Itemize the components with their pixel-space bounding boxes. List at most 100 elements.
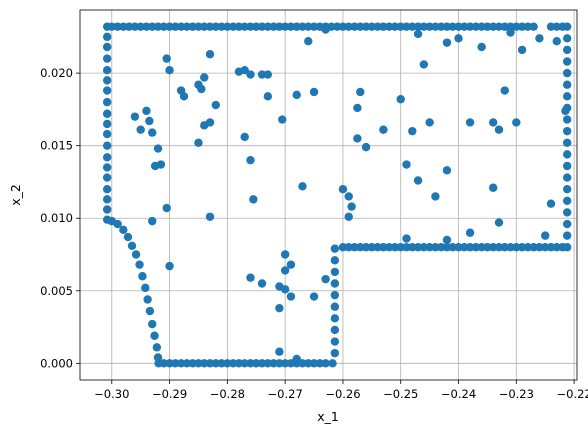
scatter-point [330,279,340,288]
scatter-point [194,359,203,368]
scatter-point [200,73,209,82]
scatter-point [562,231,572,240]
scatter-point [102,109,112,118]
scatter-point [165,261,174,271]
x-tick-label: −0.29 [152,387,187,401]
scatter-point [119,22,128,31]
scatter-point [361,22,371,31]
scatter-point [228,359,238,368]
scatter-point [562,138,572,147]
scatter-point [246,22,255,31]
scatter-point [541,231,550,240]
scatter-point [102,129,112,139]
scatter-point [286,260,296,269]
scatter-point [494,125,504,134]
scatter-point [425,243,434,252]
scatter-point [211,22,221,31]
scatter-point [344,22,353,31]
scatter-point [390,243,400,252]
scatter-point [350,22,359,31]
scatter-point [413,176,423,185]
plot-frame [79,9,578,381]
scatter-point [275,347,284,356]
scatter-point [159,22,168,31]
scatter-point [512,118,521,127]
scatter-point [257,22,267,31]
scatter-point [328,359,337,368]
scatter-point [517,22,527,31]
scatter-point [102,32,112,42]
scatter-point [309,359,319,368]
scatter-point [102,66,112,75]
scatter-point [145,306,155,316]
scatter-point [102,42,112,52]
scatter-point [280,266,290,275]
scatter-point [546,22,556,31]
scatter-point [471,243,481,252]
scatter-point [152,343,162,352]
scatter-point [280,250,290,259]
scatter-point [512,243,521,252]
scatter-point [148,22,157,31]
scatter-point [552,243,561,252]
scatter-point [562,34,572,43]
scatter-point [102,195,112,204]
axis-ticks: −0.30 −0.29 −0.28 −0.27 −0.26 −0.25 −0.24 −0.23… [40,66,588,401]
scatter-point [408,22,417,31]
scatter-points [102,22,572,368]
scatter-point [240,66,249,75]
scatter-point [197,84,206,94]
scatter-point [384,243,394,252]
scatter-point [228,22,238,31]
scatter-point [338,184,348,194]
scatter-point [107,22,116,31]
scatter-point [494,218,504,227]
scatter-point [246,359,255,368]
scatter-point [477,22,486,31]
scatter-point [278,115,287,124]
scatter-point [286,292,296,301]
scatter-point [562,57,572,66]
scatter-point [506,243,515,252]
scatter-point [373,243,382,252]
scatter-point [263,359,273,368]
scatter-point [217,22,226,31]
scatter-point [330,267,340,277]
scatter-point [330,348,340,358]
scatter-point [442,243,452,252]
scatter-point [234,22,244,31]
scatter-point [546,199,556,208]
scatter-point [143,295,152,304]
scatter-point [494,22,504,31]
scatter-point [142,106,151,116]
scatter-point [205,118,215,127]
scatter-point [465,243,475,252]
scatter-point [113,219,122,229]
scatter-point [384,22,394,31]
scatter-point [309,292,319,301]
scatter-point [425,22,434,31]
scatter-point [252,22,261,31]
scatter-point [102,119,112,129]
scatter-point [494,243,504,252]
scatter-point [332,22,342,31]
scatter-point [102,54,112,63]
scatter-point [249,195,258,204]
scatter-point [102,76,112,85]
scatter-point [506,22,515,31]
scatter-point [562,22,572,31]
scatter-point [153,22,163,31]
scatter-point [465,22,475,31]
scatter-point [275,359,284,368]
scatter-point [500,243,509,252]
scatter-point [179,92,189,101]
scatter-point [419,60,429,69]
scatter-point [150,331,159,340]
scatter-point [148,319,157,329]
scatter-point [315,359,325,368]
scatter-point [153,144,163,153]
scatter-point [419,243,429,252]
scatter-point [562,184,572,194]
scatter-point [361,142,371,152]
x-tick-label: −0.30 [94,387,129,401]
